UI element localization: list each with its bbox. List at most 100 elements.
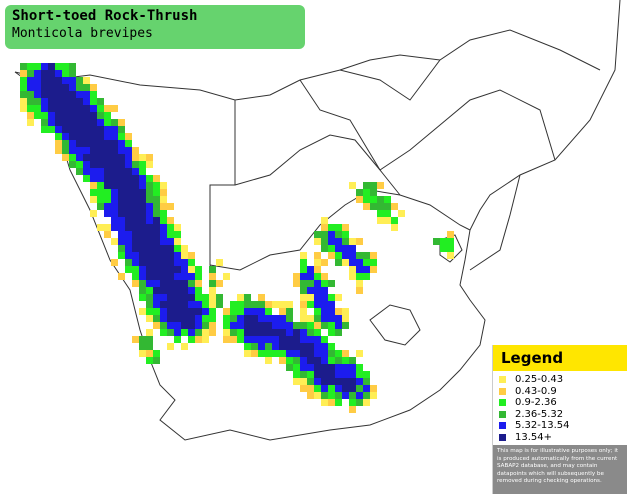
cell (167, 245, 174, 252)
cell (342, 322, 349, 329)
cell (181, 252, 188, 259)
cell (62, 91, 69, 98)
cell (314, 336, 321, 343)
cell (356, 273, 363, 280)
cell (139, 224, 146, 231)
cell (300, 322, 307, 329)
cell (356, 280, 363, 287)
cell (146, 343, 153, 350)
cell (307, 371, 314, 378)
cell (279, 350, 286, 357)
cell (174, 280, 181, 287)
cell (244, 336, 251, 343)
cell (55, 105, 62, 112)
cell (90, 140, 97, 147)
cell (34, 91, 41, 98)
cell (76, 140, 83, 147)
cell (237, 322, 244, 329)
cell (111, 182, 118, 189)
cell (146, 231, 153, 238)
cell (307, 350, 314, 357)
cell (314, 350, 321, 357)
cell (76, 154, 83, 161)
cell (160, 189, 167, 196)
cell (258, 315, 265, 322)
cell (258, 294, 265, 301)
cell (335, 392, 342, 399)
cell (153, 301, 160, 308)
cell (139, 266, 146, 273)
legend-item: 0.43-0.9 (499, 386, 627, 398)
cell (384, 210, 391, 217)
cell (160, 329, 167, 336)
cell (132, 252, 139, 259)
cell (27, 63, 34, 70)
cell (125, 252, 132, 259)
cell (125, 168, 132, 175)
cell (314, 371, 321, 378)
cell (349, 399, 356, 406)
cell (55, 133, 62, 140)
cell (62, 133, 69, 140)
cell (286, 357, 293, 364)
cell (377, 196, 384, 203)
cell (55, 119, 62, 126)
legend-item: 0.9-2.36 (499, 397, 627, 409)
cell (244, 294, 251, 301)
cell (69, 63, 76, 70)
cell (118, 147, 125, 154)
cell (314, 322, 321, 329)
cell (307, 392, 314, 399)
cell (111, 140, 118, 147)
cell (244, 329, 251, 336)
cell (104, 126, 111, 133)
cell (97, 140, 104, 147)
legend-label: 13.54+ (515, 431, 553, 443)
cell (181, 287, 188, 294)
cell (328, 350, 335, 357)
cell (335, 357, 342, 364)
cell (139, 210, 146, 217)
cell (132, 175, 139, 182)
cell (111, 224, 118, 231)
cell (279, 336, 286, 343)
cell (314, 343, 321, 350)
cell (202, 294, 209, 301)
cell (111, 210, 118, 217)
title: Short-toed Rock-Thrush (12, 8, 198, 24)
cell (279, 308, 286, 315)
cell (118, 273, 125, 280)
cell (174, 259, 181, 266)
cell (321, 287, 328, 294)
cell (76, 91, 83, 98)
cell (356, 252, 363, 259)
cell (293, 280, 300, 287)
cell (293, 364, 300, 371)
cell (125, 196, 132, 203)
cell (139, 350, 146, 357)
cell (125, 266, 132, 273)
cell (34, 63, 41, 70)
cell (62, 70, 69, 77)
cell (251, 308, 258, 315)
cell (167, 238, 174, 245)
cell (272, 350, 279, 357)
cell (230, 336, 237, 343)
cell (342, 315, 349, 322)
cell (111, 196, 118, 203)
cell (272, 315, 279, 322)
cell (328, 231, 335, 238)
cell (111, 154, 118, 161)
cell (216, 294, 223, 301)
cell (286, 350, 293, 357)
cell (69, 98, 76, 105)
cell (195, 280, 202, 287)
cell (195, 273, 202, 280)
cell (41, 84, 48, 91)
cell (440, 238, 447, 245)
cell (384, 196, 391, 203)
cell (307, 357, 314, 364)
cell (335, 252, 342, 259)
cell (174, 266, 181, 273)
cell (349, 238, 356, 245)
